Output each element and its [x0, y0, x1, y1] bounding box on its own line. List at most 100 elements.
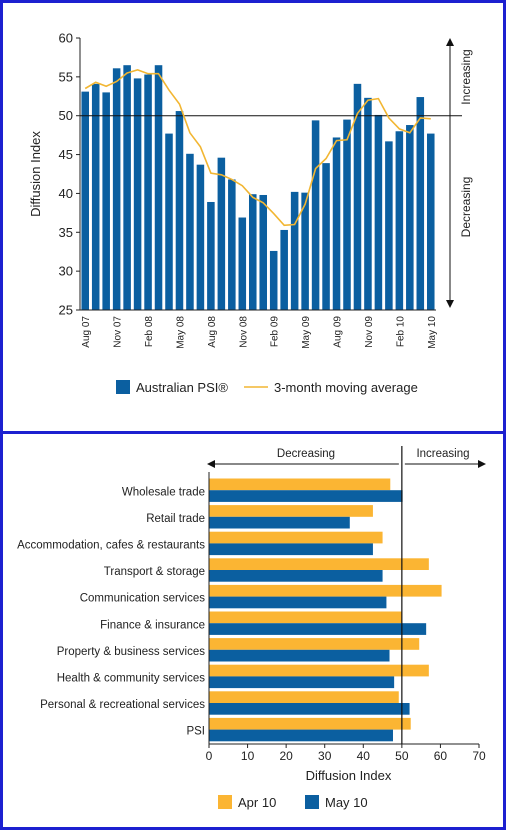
may-bar — [209, 676, 395, 689]
x-tick-label: Aug 07 — [81, 316, 92, 348]
psi-bar — [353, 83, 362, 310]
y-tick-label: 35 — [59, 225, 73, 240]
psi-bar — [374, 114, 383, 311]
may-bar — [209, 649, 390, 662]
legend-label-psi: Australian PSI® — [136, 380, 228, 395]
psi-bar — [133, 78, 142, 310]
psi-bar — [290, 191, 299, 310]
may-bar — [209, 516, 350, 529]
may-bar — [209, 543, 373, 556]
category-label: Wholesale trade — [122, 486, 205, 498]
x-tick-label: 40 — [357, 749, 371, 763]
psi-bar — [385, 141, 393, 310]
psi-bar — [259, 194, 268, 310]
may-bar — [209, 623, 427, 635]
x-tick-label: Aug 09 — [333, 316, 344, 348]
psi-bar — [280, 229, 288, 310]
x-tick-label: 20 — [279, 749, 293, 763]
x-tick-label: Nov 07 — [113, 316, 124, 348]
psi-bar — [228, 179, 236, 310]
y-tick-label: 60 — [59, 31, 73, 46]
psi-bar — [196, 164, 205, 310]
psi-bar — [154, 65, 163, 310]
legend-swatch-may — [305, 795, 319, 809]
x-tick-label: May 08 — [175, 316, 186, 349]
psi-bar — [91, 83, 100, 310]
psi-bar — [332, 137, 341, 310]
psi-bar — [311, 120, 320, 311]
x-tick-label: Nov 08 — [238, 316, 249, 348]
apr-bar — [209, 531, 383, 544]
y-tick-label: 30 — [59, 264, 73, 279]
decreasing-arrowhead — [207, 460, 215, 468]
psi-bar — [175, 111, 184, 311]
category-label: PSI — [186, 726, 205, 738]
decreasing-label: Decreasing — [277, 448, 335, 460]
x-axis-title: Diffusion Index — [306, 768, 392, 783]
x-tick-label: Feb 08 — [144, 316, 155, 348]
decreasing-arrowhead — [446, 300, 454, 308]
apr-bar — [209, 558, 429, 571]
category-label: Health & community services — [57, 673, 206, 685]
psi-bar — [217, 157, 226, 310]
psi-bar — [144, 74, 152, 310]
psi-bar — [123, 65, 131, 310]
apr-bar — [209, 664, 429, 677]
x-tick-label: Feb 10 — [395, 316, 406, 348]
increasing-arrowhead — [446, 38, 454, 46]
may-bar — [209, 729, 393, 742]
decreasing-label: Decreasing — [459, 177, 473, 238]
legend-label-may: May 10 — [325, 795, 368, 810]
psi-bar — [207, 201, 215, 310]
y-tick-label: 55 — [59, 69, 73, 84]
y-axis-title: Diffusion Index — [28, 131, 43, 217]
legend-swatch-psi — [116, 380, 130, 394]
apr-bar — [209, 478, 391, 491]
apr-bar — [209, 638, 420, 650]
y-tick-label: 50 — [59, 108, 73, 123]
x-tick-label: 70 — [472, 749, 486, 763]
may-bar — [209, 570, 383, 582]
apr-bar — [209, 717, 411, 730]
category-label: Transport & storage — [104, 566, 205, 578]
x-tick-label: May 09 — [301, 316, 312, 349]
psi-monthly-chart: 25 30 35 40 45 50 55 60 Diffusion Index Aug 07 Nov… — [28, 31, 473, 396]
psi-bar — [112, 68, 121, 311]
x-tick-label: 60 — [434, 749, 448, 763]
category-label: Personal & recreational services — [40, 699, 205, 711]
psi-bar — [186, 153, 194, 310]
psi-bar — [364, 97, 372, 310]
apr-bar — [209, 611, 402, 624]
legend-label-apr: Apr 10 — [238, 795, 276, 810]
x-tick-label: Feb 09 — [270, 316, 281, 348]
psi-bar — [238, 217, 247, 310]
psi-bar — [416, 97, 425, 310]
may-bar — [209, 703, 410, 715]
category-label: Property & business services — [57, 646, 206, 658]
x-tick-label: 50 — [395, 749, 409, 763]
legend-swatch-apr — [218, 795, 232, 809]
moving-average-line — [84, 69, 431, 227]
psi-bar — [322, 163, 330, 310]
may-bar — [209, 490, 403, 502]
apr-bar — [209, 505, 373, 517]
psi-bar — [426, 133, 435, 310]
psi-bar — [269, 250, 278, 310]
apr-bar — [209, 691, 399, 704]
psi-bar — [406, 125, 414, 310]
psi-bar — [81, 91, 90, 310]
legend-label-moving-average: 3-month moving average — [274, 380, 418, 395]
x-tick-label: 0 — [206, 749, 213, 763]
psi-bar — [102, 92, 110, 311]
psi-bar — [395, 131, 404, 310]
x-tick-label: May 10 — [427, 316, 438, 349]
x-tick-label: Aug 08 — [207, 316, 218, 348]
category-label: Communication services — [80, 593, 206, 605]
y-tick-label: 25 — [59, 303, 73, 318]
may-bar — [209, 596, 387, 609]
increasing-label: Increasing — [459, 49, 473, 104]
panel-divider — [0, 431, 506, 434]
category-label: Finance & insurance — [100, 619, 205, 631]
category-label: Retail trade — [146, 513, 205, 525]
